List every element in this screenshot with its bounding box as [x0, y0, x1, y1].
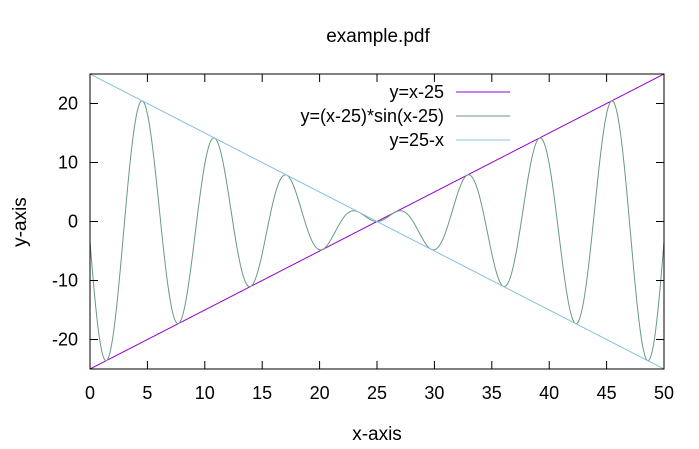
x-tick-label: 0 — [85, 383, 95, 403]
x-tick-label: 45 — [597, 383, 617, 403]
ticks-layer: 0 5 10 15 20 25 30 35 40 45 50 -20 -10 0 10 20 — [52, 74, 674, 403]
x-axis-label: x-axis — [352, 424, 402, 445]
legend-label-3: y=25-x — [389, 130, 444, 150]
y-tick-label: -10 — [52, 271, 78, 291]
legend-label-1: y=x-25 — [389, 82, 444, 102]
series-line-3 — [90, 74, 664, 369]
legend-label-2: y=(x-25)*sin(x-25) — [300, 106, 444, 126]
chart-title: example.pdf — [326, 26, 430, 47]
y-axis-label: y-axis — [10, 197, 31, 247]
x-tick-label: 35 — [482, 383, 502, 403]
y-tick-label: 10 — [58, 153, 78, 173]
series-layer — [90, 74, 664, 369]
x-tick-label: 15 — [252, 383, 272, 403]
x-tick-label: 10 — [195, 383, 215, 403]
legend: y=x-25 y=(x-25)*sin(x-25) y=25-x — [300, 82, 510, 150]
x-tick-label: 40 — [539, 383, 559, 403]
y-tick-label: 20 — [58, 94, 78, 114]
x-tick-label: 25 — [367, 383, 387, 403]
y-tick-label: 0 — [68, 212, 78, 232]
x-tick-label: 5 — [142, 383, 152, 403]
x-tick-label: 20 — [310, 383, 330, 403]
x-tick-label: 30 — [424, 383, 444, 403]
x-tick-label: 50 — [654, 383, 674, 403]
y-tick-label: -20 — [52, 330, 78, 350]
series-line-2 — [90, 100, 664, 362]
